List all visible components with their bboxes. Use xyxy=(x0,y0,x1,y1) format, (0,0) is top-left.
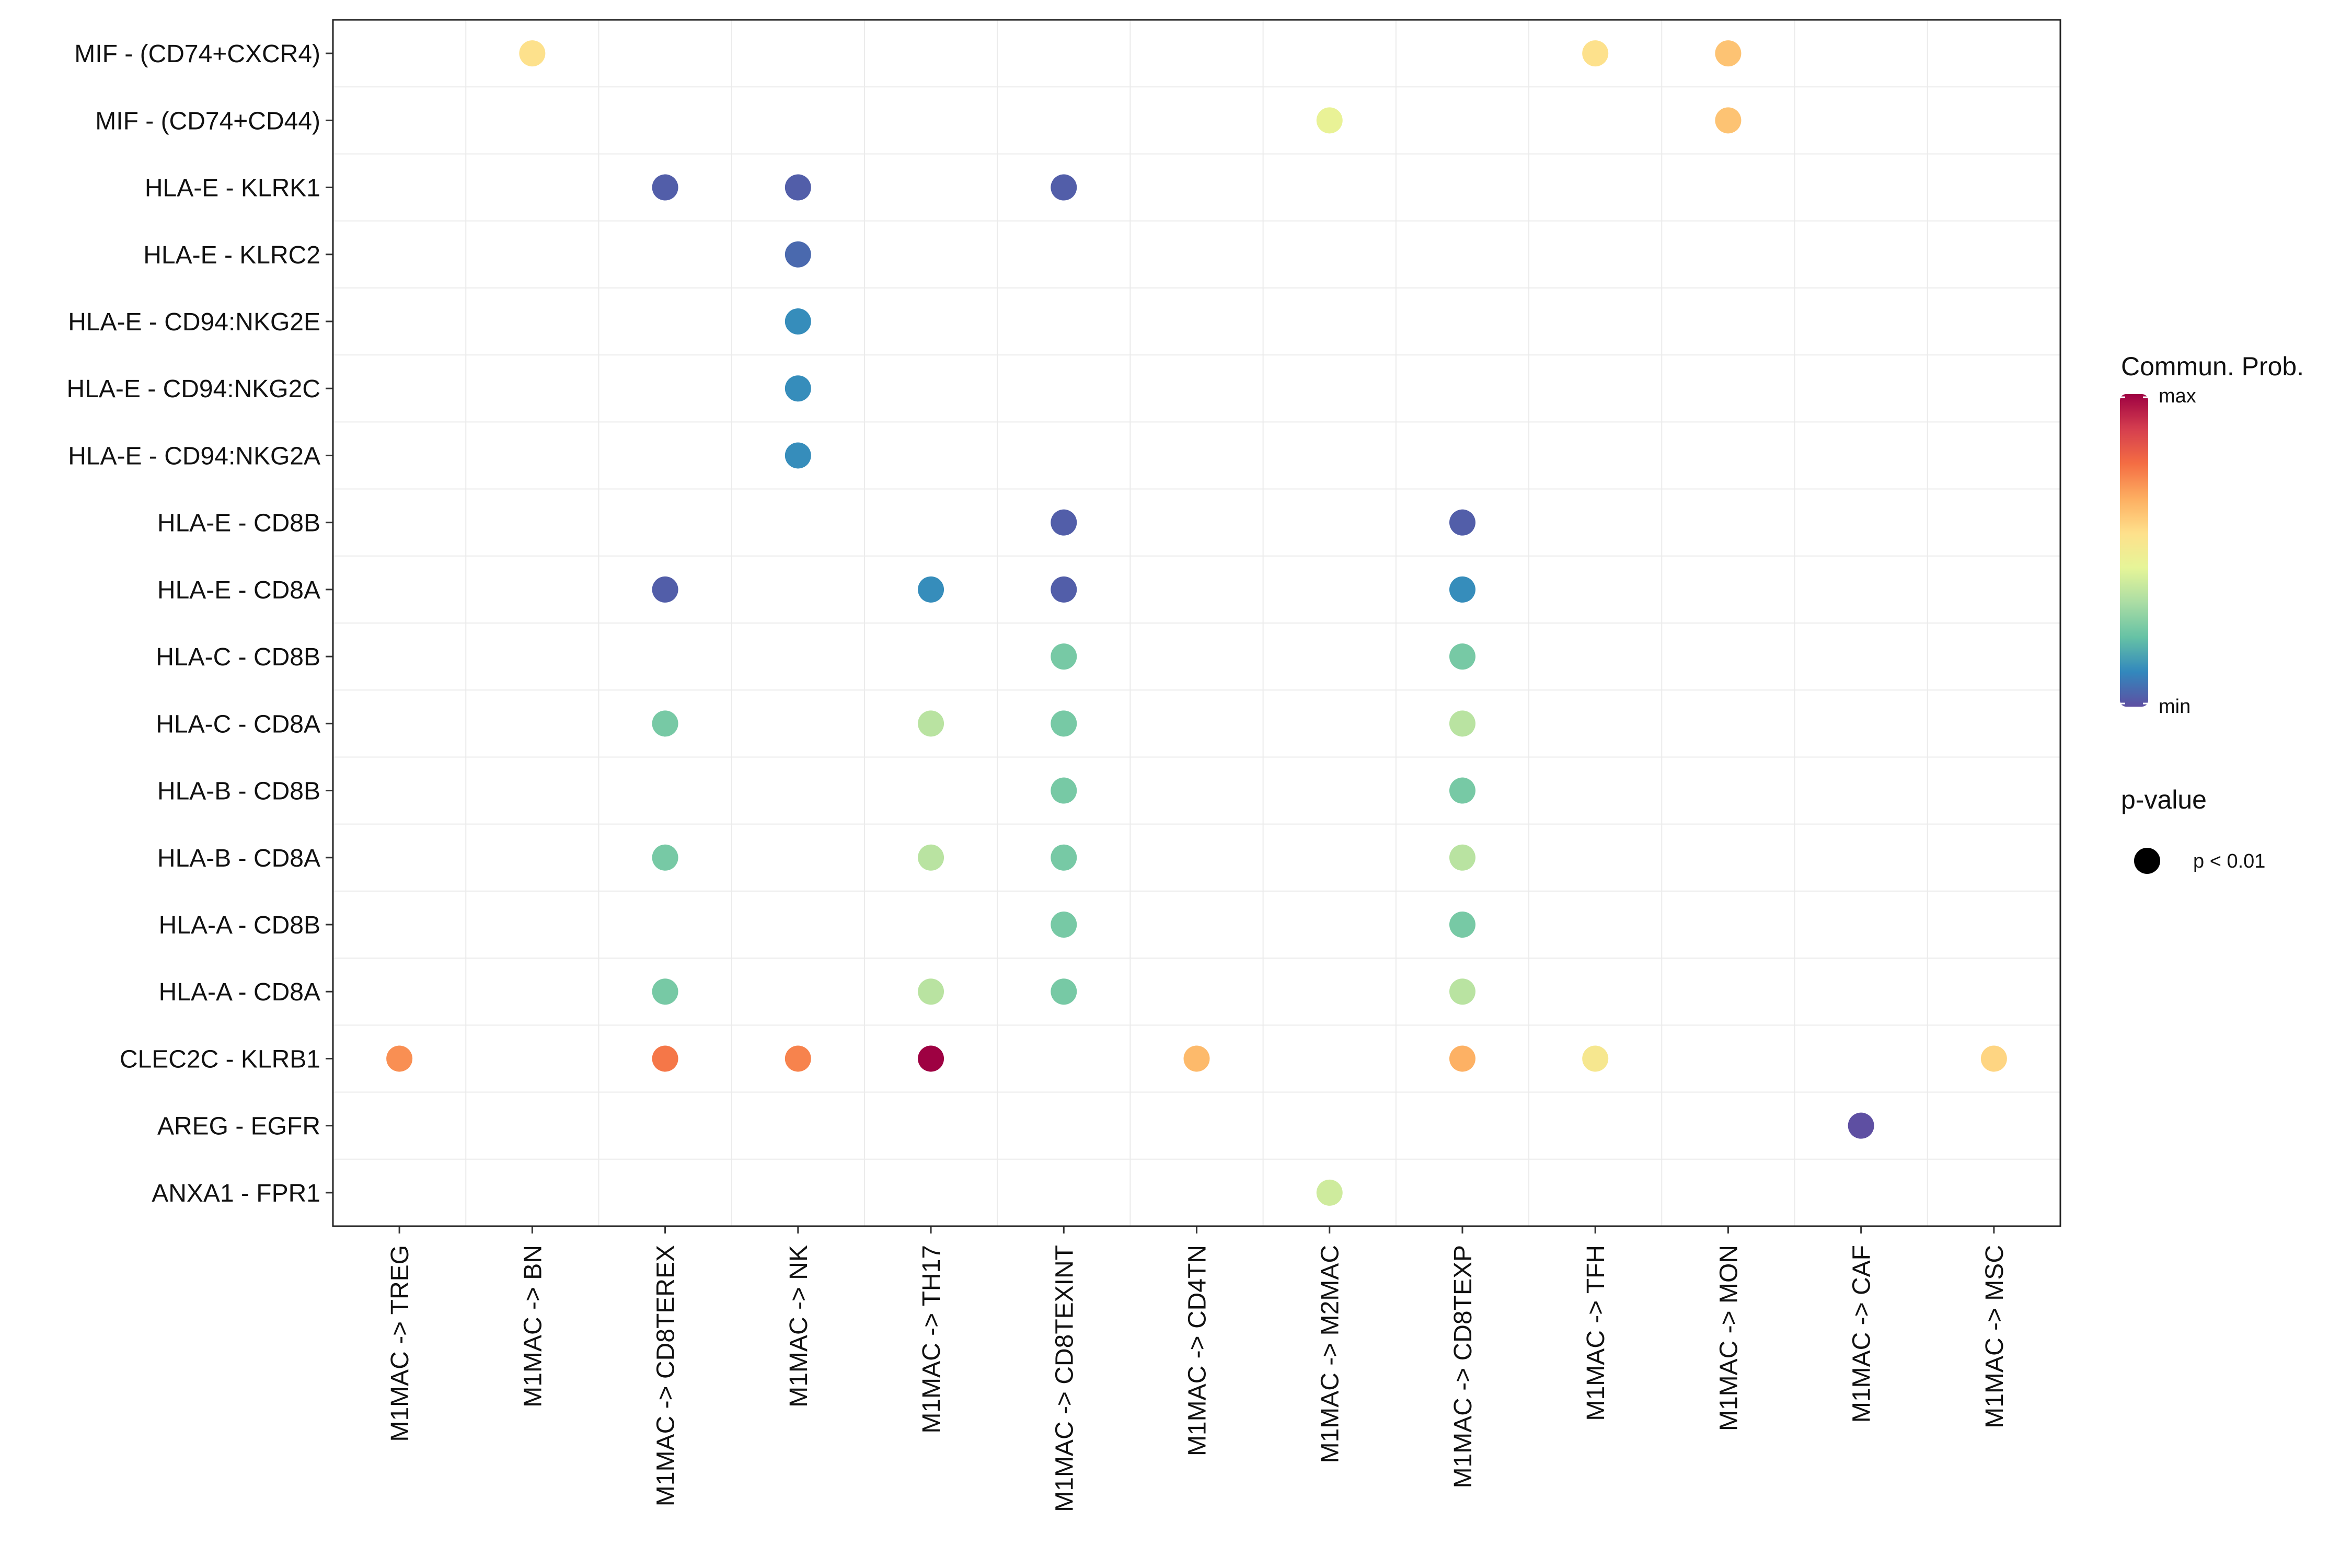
data-point xyxy=(1449,576,1475,603)
y-tick-label: HLA-C - CD8A xyxy=(156,710,320,738)
x-tick-label: M1MAC -> BN xyxy=(519,1245,547,1408)
y-tick-label: HLA-E - KLRC2 xyxy=(143,241,320,269)
data-point xyxy=(1051,509,1077,536)
data-point xyxy=(1051,912,1077,938)
data-point xyxy=(1051,777,1077,804)
data-point xyxy=(1715,107,1742,134)
pvalue-legend-label: p < 0.01 xyxy=(2193,850,2265,872)
x-tick-label: M1MAC -> CAF xyxy=(1848,1245,1876,1423)
x-tick-label: M1MAC -> MSC xyxy=(1981,1245,2009,1428)
y-tick-label: HLA-A - CD8B xyxy=(159,912,320,939)
data-point xyxy=(1582,1045,1609,1072)
x-tick-label: M1MAC -> CD8TEXP xyxy=(1449,1245,1477,1488)
y-tick-label: HLA-A - CD8A xyxy=(159,978,320,1006)
y-tick-label: HLA-B - CD8A xyxy=(157,845,320,872)
y-tick-label: HLA-E - KLRK1 xyxy=(145,175,320,202)
data-point xyxy=(1449,1045,1475,1072)
data-point xyxy=(652,576,678,603)
y-axis-tick-labels: MIF - (CD74+CXCR4) MIF - (CD74+CD44) HLA-E… xyxy=(67,40,333,1207)
data-point xyxy=(1449,643,1475,670)
data-point xyxy=(1980,1045,2007,1072)
data-point xyxy=(785,174,811,201)
data-point xyxy=(1051,174,1077,201)
data-point xyxy=(918,1045,944,1072)
data-point xyxy=(1582,40,1609,67)
data-point xyxy=(1449,978,1475,1005)
data-point xyxy=(1051,710,1077,737)
data-point xyxy=(918,576,944,603)
data-point xyxy=(519,40,546,67)
x-tick-label: M1MAC -> CD8TEXINT xyxy=(1051,1245,1078,1512)
y-tick-label: MIF - (CD74+CXCR4) xyxy=(74,40,320,68)
x-tick-label: M1MAC -> TREG xyxy=(386,1245,414,1442)
data-point xyxy=(1449,844,1475,871)
data-point xyxy=(1316,1179,1343,1206)
plot-panel-border xyxy=(332,19,2061,1227)
data-point xyxy=(1051,643,1077,670)
x-tick-label: M1MAC -> NK xyxy=(785,1245,813,1408)
legend: Commun. Prob. max min p-value p < 0.01 xyxy=(2120,352,2304,874)
data-points xyxy=(386,40,2007,1206)
data-point xyxy=(652,174,678,201)
pvalue-legend-title: p-value xyxy=(2121,785,2207,814)
data-point xyxy=(1051,978,1077,1005)
data-point xyxy=(1449,777,1475,804)
data-point xyxy=(1183,1045,1210,1072)
data-point xyxy=(1051,576,1077,603)
x-tick-label: M1MAC -> M2MAC xyxy=(1317,1245,1344,1463)
x-tick-label: M1MAC -> CD4TN xyxy=(1184,1245,1212,1456)
data-point xyxy=(1449,912,1475,938)
data-point xyxy=(652,1045,678,1072)
y-tick-label: HLA-E - CD8A xyxy=(157,577,320,604)
data-point xyxy=(785,241,811,268)
x-tick-label: M1MAC -> MON xyxy=(1715,1245,1743,1431)
data-point xyxy=(785,375,811,402)
colorbar-min-label: min xyxy=(2159,696,2190,718)
x-tick-label: M1MAC -> CD8TEREX xyxy=(652,1245,680,1506)
grid-lines xyxy=(333,20,2060,1226)
y-tick-label: ANXA1 - FPR1 xyxy=(152,1180,320,1207)
y-tick-label: HLA-E - CD94:NKG2A xyxy=(68,442,320,470)
data-point xyxy=(652,710,678,737)
y-tick-label: HLA-C - CD8B xyxy=(156,643,320,671)
data-point xyxy=(785,1045,811,1072)
y-tick-label: HLA-E - CD8B xyxy=(157,510,320,537)
colorbar-title: Commun. Prob. xyxy=(2121,352,2304,381)
colorbar xyxy=(2120,394,2148,707)
data-point xyxy=(652,844,678,871)
data-point xyxy=(1316,107,1343,134)
data-point xyxy=(785,308,811,335)
y-tick-label: HLA-E - CD94:NKG2C xyxy=(67,375,320,403)
data-point xyxy=(918,710,944,737)
data-point xyxy=(785,442,811,469)
data-point xyxy=(918,978,944,1005)
y-tick-label: HLA-B - CD8B xyxy=(157,778,320,805)
x-tick-label: M1MAC -> TH17 xyxy=(918,1245,946,1434)
data-point xyxy=(1449,509,1475,536)
y-tick-label: MIF - (CD74+CD44) xyxy=(95,107,320,135)
x-tick-label: M1MAC -> TFH xyxy=(1582,1245,1610,1421)
data-point xyxy=(1715,40,1742,67)
y-tick-label: AREG - EGFR xyxy=(157,1113,320,1140)
data-point xyxy=(1848,1112,1874,1139)
data-point xyxy=(918,844,944,871)
colorbar-max-label: max xyxy=(2159,385,2196,407)
y-tick-label: HLA-E - CD94:NKG2E xyxy=(68,308,320,336)
data-point xyxy=(1449,710,1475,737)
data-point xyxy=(652,978,678,1005)
data-point xyxy=(386,1045,413,1072)
pvalue-legend-dot xyxy=(2134,848,2160,874)
data-point xyxy=(1051,844,1077,871)
y-tick-label: CLEC2C - KLRB1 xyxy=(120,1045,320,1073)
x-axis-tick-labels: M1MAC -> TREG M1MAC -> BN M1MAC -> CD8TERE… xyxy=(386,1226,2009,1512)
